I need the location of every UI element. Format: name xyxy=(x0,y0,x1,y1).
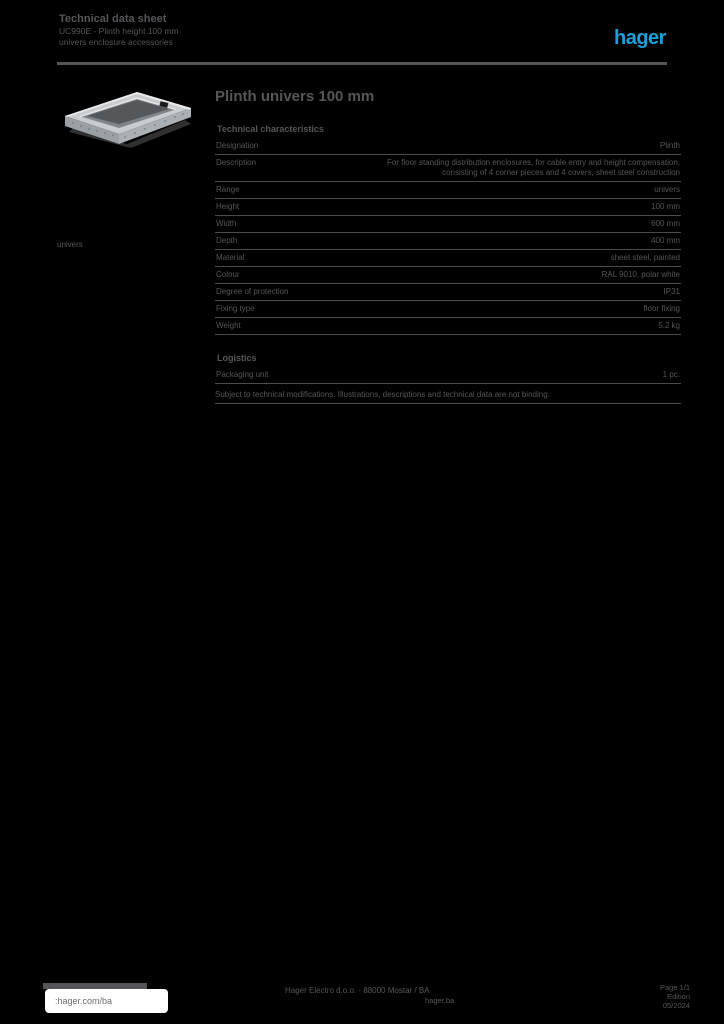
side-note: univers xyxy=(57,240,83,249)
row-label: Designation xyxy=(216,141,259,150)
header-title: Technical data sheet xyxy=(59,13,167,25)
product-image xyxy=(57,86,199,150)
main-column: Plinth univers 100 mm Technical characte… xyxy=(215,88,681,404)
table2: Packaging unit 1 pc. xyxy=(215,367,681,384)
row-value: 600 mm xyxy=(651,219,680,228)
table-row: Colour RAL 9010, polar white xyxy=(215,267,681,284)
row-value: 1 pc. xyxy=(662,370,680,379)
footer-page-number: Page 1/1 xyxy=(659,983,690,992)
row-label: Description xyxy=(216,158,257,167)
row-label: Packaging unit xyxy=(216,370,269,379)
row-label: Depth xyxy=(216,236,238,245)
row-label: Degree of protection xyxy=(216,287,289,296)
footer-center-block: Hager Electro d.o.o. · 88000 Mostar / BA… xyxy=(285,986,454,1005)
row-value: For floor standing distribution enclosur… xyxy=(386,158,680,177)
table-row: Fixing type floor fixing xyxy=(215,301,681,318)
hager-logo: hager xyxy=(614,27,666,49)
row-value: 5.2 kg xyxy=(658,321,680,330)
footer-edition-date: 05/2024 xyxy=(662,1001,690,1010)
table-row: Material sheet steel, painted xyxy=(215,250,681,267)
footer-website[interactable]: hager.ba xyxy=(425,996,455,1005)
table-row: Designation Plinth xyxy=(215,138,681,155)
table-row: Degree of protection IP31 xyxy=(215,284,681,301)
table-row: Width 600 mm xyxy=(215,216,681,233)
row-value: sheet steel, painted xyxy=(610,253,680,262)
row-value: RAL 9010, polar white xyxy=(601,270,680,279)
row-label: Weight xyxy=(216,321,241,330)
table-row: Height 100 mm xyxy=(215,199,681,216)
row-label: Range xyxy=(216,185,240,194)
header-rule xyxy=(57,62,667,65)
header-text-block: Technical data sheet UC990E - Plinth hei… xyxy=(59,13,179,48)
table-row: Description For floor standing distributi… xyxy=(215,155,681,182)
table1: Designation Plinth Description For floor st… xyxy=(215,138,681,335)
table-row: Packaging unit 1 pc. xyxy=(215,367,681,384)
page-title: Plinth univers 100 mm xyxy=(215,88,375,105)
row-label: Width xyxy=(216,219,237,228)
row-value: IP31 xyxy=(663,287,680,296)
row-value: floor fixing xyxy=(643,304,680,313)
section2-heading: Logistics xyxy=(217,353,257,363)
row-label: Material xyxy=(216,253,245,262)
row-label: Height xyxy=(216,202,240,211)
row-label: Fixing type xyxy=(216,304,255,313)
footnote: Subject to technical modifications. Illu… xyxy=(215,390,681,404)
row-label: Colour xyxy=(216,270,240,279)
header-range: univers enclosure accessories xyxy=(59,37,173,47)
table-row: Range univers xyxy=(215,182,681,199)
footer-company: Hager Electro d.o.o. · 88000 Mostar / BA xyxy=(285,986,430,995)
footer-link[interactable]: :hager.com/ba xyxy=(45,989,168,1013)
table-row: Weight 5.2 kg xyxy=(215,318,681,335)
section1-heading: Technical characteristics xyxy=(217,124,324,134)
footer-divider xyxy=(43,983,147,989)
footer-page-block: Page 1/1 Edition 05/2024 xyxy=(630,983,690,1010)
footer-edition-label: Edition xyxy=(667,992,690,1001)
row-value: 100 mm xyxy=(651,202,680,211)
row-value: 400 mm xyxy=(651,236,680,245)
row-value: univers xyxy=(654,185,680,194)
header-reference: UC990E - Plinth height 100 mm xyxy=(59,26,179,36)
plinth-illustration xyxy=(65,92,191,148)
table-row: Depth 400 mm xyxy=(215,233,681,250)
row-value: Plinth xyxy=(659,141,680,150)
